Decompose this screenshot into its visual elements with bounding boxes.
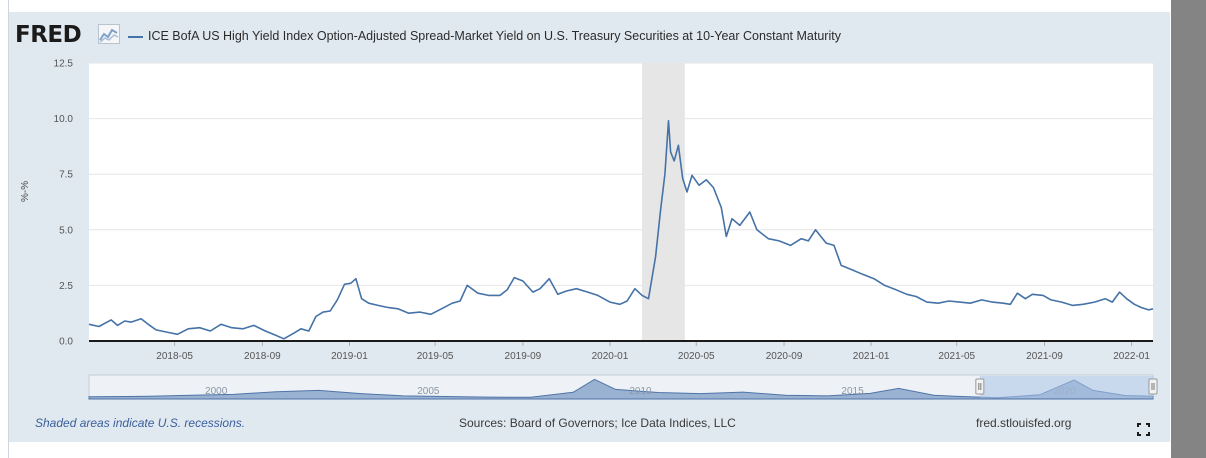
fullscreen-icon[interactable]	[1137, 423, 1150, 436]
recession-note: Shaded areas indicate U.S. recessions.	[35, 416, 246, 430]
x-tick-label: 2019-05	[417, 351, 454, 362]
fred-chart-icon	[98, 24, 120, 44]
sources-text: Sources: Board of Governors; Ice Data In…	[459, 416, 736, 430]
navigator-label: 2010	[629, 386, 652, 397]
navigator-handle[interactable]	[1148, 378, 1158, 395]
legend-swatch	[128, 35, 143, 38]
x-tick-label: 2021-05	[938, 351, 975, 362]
navigator-label: 2000	[205, 386, 228, 397]
x-tick-label: 2019-09	[505, 351, 542, 362]
y-tick-label: 0.0	[59, 337, 73, 348]
x-tick-label: 2021-01	[853, 351, 890, 362]
plot-area	[89, 63, 1153, 341]
y-tick-label: 12.5	[54, 59, 74, 70]
y-tick-label: 10.0	[54, 114, 74, 125]
x-tick-label: 2018-09	[244, 351, 281, 362]
x-tick-label: 2019-01	[331, 351, 368, 362]
scrollbar-track[interactable]	[1171, 0, 1206, 458]
y-tick-label: 5.0	[59, 225, 73, 236]
y-tick-label: 7.5	[59, 170, 73, 181]
site-link[interactable]: fred.stlouisfed.org	[976, 416, 1072, 430]
fred-logo[interactable]: FRED	[15, 22, 82, 48]
navigator-label: 2015	[841, 386, 864, 397]
x-tick-label: 2018-05	[156, 351, 193, 362]
x-tick-label: 2022-01	[1113, 351, 1150, 362]
navigator-label: 2005	[417, 386, 440, 397]
legend-label: ICE BofA US High Yield Index Option-Adju…	[148, 29, 841, 43]
navigator-handle[interactable]	[975, 378, 985, 395]
x-tick-label: 2020-01	[592, 351, 629, 362]
series-line	[88, 120, 1154, 340]
chart-legend[interactable]: ICE BofA US High Yield Index Option-Adju…	[128, 29, 841, 43]
x-tick-label: 2020-05	[678, 351, 715, 362]
x-tick-label: 2021-09	[1026, 351, 1063, 362]
y-tick-label: 2.5	[59, 281, 73, 292]
x-tick-label: 2020-09	[766, 351, 803, 362]
navigator-selection[interactable]	[979, 376, 1153, 398]
